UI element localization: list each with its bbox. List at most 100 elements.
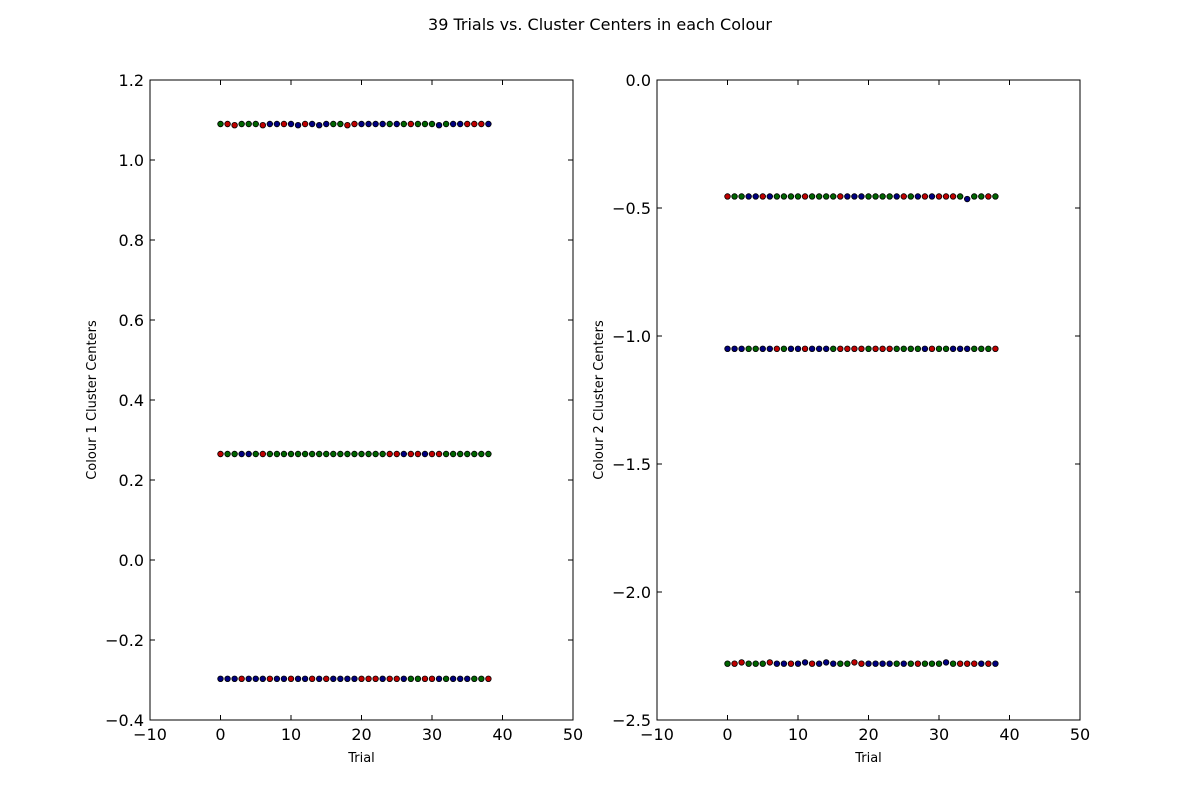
data-point [985,660,992,667]
plot-frame [149,79,574,721]
data-point [971,660,978,667]
y-tick-label: −2.5 [612,711,651,730]
data-point [865,660,872,667]
data-point [879,345,886,352]
data-point [815,660,823,667]
data-point [886,193,893,200]
data-point [801,345,809,352]
data-point [851,193,858,200]
data-point [808,660,816,667]
data-point [942,659,950,666]
data-point [865,345,872,352]
data-point [435,675,443,682]
y-tick-label: −0.5 [612,199,651,218]
data-point [337,675,344,682]
data-point [928,660,936,667]
data-point [921,193,929,200]
data-point [280,450,288,458]
data-point [971,193,978,200]
y-tick-label: 1.0 [119,151,144,170]
plot-frame [656,79,1081,721]
data-point [344,450,351,458]
data-point [780,660,788,667]
data-point [287,450,295,458]
x-axis-label: Trial [347,751,375,766]
data-point [428,450,436,458]
data-point [428,120,436,128]
data-point [914,660,922,667]
data-point [224,120,231,128]
data-point [928,345,936,352]
panel-colour-1: −10 0 10 20 30 40 50 −0.4 −0.2 0.0 0.2 0.4 0.6 0.8 1.0… [85,71,583,766]
data-point [287,120,295,128]
data-point [745,660,752,667]
data-point [315,675,323,682]
data-point [886,345,893,352]
data-point [752,345,759,352]
data-point [351,450,358,458]
data-point [393,675,400,682]
data-point [344,675,351,682]
data-point [745,193,752,200]
data-point [731,660,738,667]
data-point [985,193,992,200]
data-point [449,120,457,128]
data-point [231,122,238,129]
data-point [273,675,281,682]
data-point [766,193,773,200]
x-tick-label: 40 [492,725,512,744]
data-point [457,675,464,682]
data-point [900,193,907,200]
data-point [379,675,386,682]
data-point [942,193,950,200]
x-tick-label: 10 [788,725,808,744]
data-point [787,345,795,352]
data-point [752,193,759,200]
x-tick-label: 0 [722,725,732,744]
data-point [323,675,330,682]
data-point [428,675,436,682]
data-point [478,450,485,458]
data-point [372,120,379,128]
data-point [907,660,914,667]
y-tick-label: 0.8 [119,231,144,250]
data-point [787,193,795,200]
data-point [992,660,999,667]
data-point [914,193,922,200]
data-point [879,660,886,667]
data-point [964,345,971,352]
data-point [280,675,288,682]
data-point [907,345,914,352]
data-point [442,675,450,682]
data-point [435,450,443,458]
data-point [738,193,745,200]
data-point [294,450,302,458]
data-point [921,660,929,667]
data-point [900,660,907,667]
y-tick-label: 0.4 [119,391,144,410]
data-point [301,120,309,128]
data-point [287,675,295,682]
data-point [485,675,492,682]
data-point [808,193,816,200]
data-point [837,660,844,667]
data-point [822,345,830,352]
data-point [393,450,400,458]
data-point [238,450,245,458]
data-point [372,450,379,458]
data-point [815,193,823,200]
data-point [273,450,281,458]
data-point [407,450,415,458]
data-point [851,345,858,352]
data-point [323,450,330,458]
data-point [478,675,485,682]
y-tick-label: 1.2 [119,71,144,90]
data-point [449,450,457,458]
data-point [400,120,407,128]
data-point [921,345,929,352]
data-point [386,675,393,682]
data-point [478,120,485,128]
y-tick-label: 0.0 [626,71,651,90]
data-point [844,193,851,200]
data-point [935,660,943,667]
